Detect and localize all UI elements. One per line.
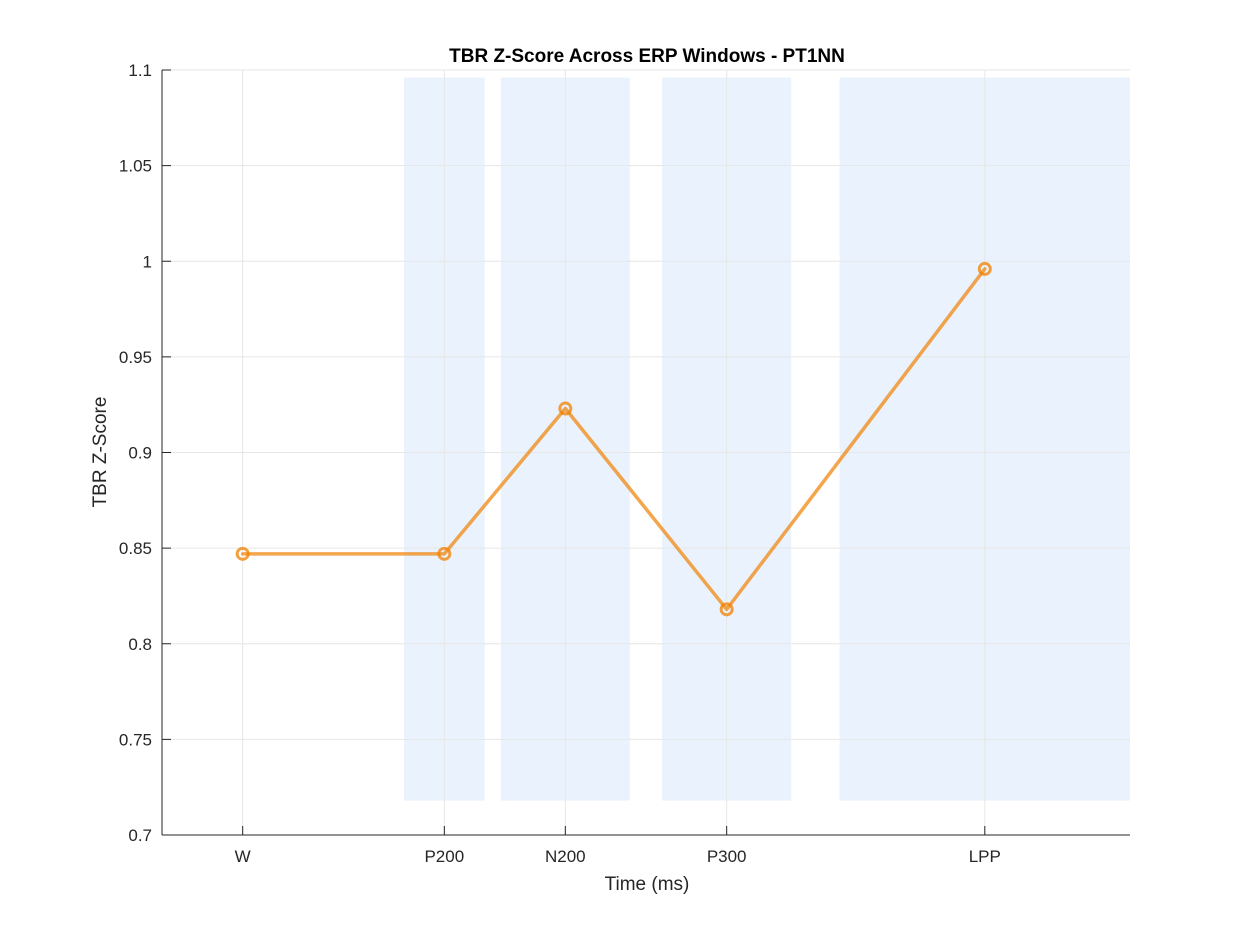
data-line [235,261,992,617]
y-axis-label: TBR Z-Score [90,397,111,508]
y-tick-label: 0.8 [128,635,152,654]
x-tick-label: W [235,847,251,866]
x-tick-label: LPP [969,847,1001,866]
y-tick-label: 0.95 [119,348,152,367]
y-tick-label: 0.7 [128,826,152,845]
y-tick-label: 1.1 [128,61,152,80]
data-point-p200 [437,546,452,561]
data-point-w [235,546,250,561]
x-tick-label: P200 [424,847,464,866]
y-tick-label: 0.75 [119,730,152,749]
x-tick-label: P300 [707,847,747,866]
axes [161,69,1130,836]
erp-window-shading [404,77,1130,801]
tick-labels: 0.7 0.75 0.8 0.85 0.9 0.95 1 1.05 1.1 W P200 N200 P3… [119,61,1001,866]
grid-lines [162,69,1130,836]
x-tick-label: N200 [545,847,586,866]
y-tick-label: 0.9 [128,444,152,463]
y-tick-label: 1 [143,252,152,271]
x-axis-label: Time (ms) [605,874,690,895]
data-point-p300 [719,602,734,617]
y-tick-label: 0.85 [119,539,152,558]
data-point-n200 [558,401,573,416]
chart-title: TBR Z-Score Across ERP Windows - PT1NN [449,46,845,67]
series-line [240,267,987,612]
data-point-lpp [977,261,992,276]
y-tick-label: 1.05 [119,157,152,176]
